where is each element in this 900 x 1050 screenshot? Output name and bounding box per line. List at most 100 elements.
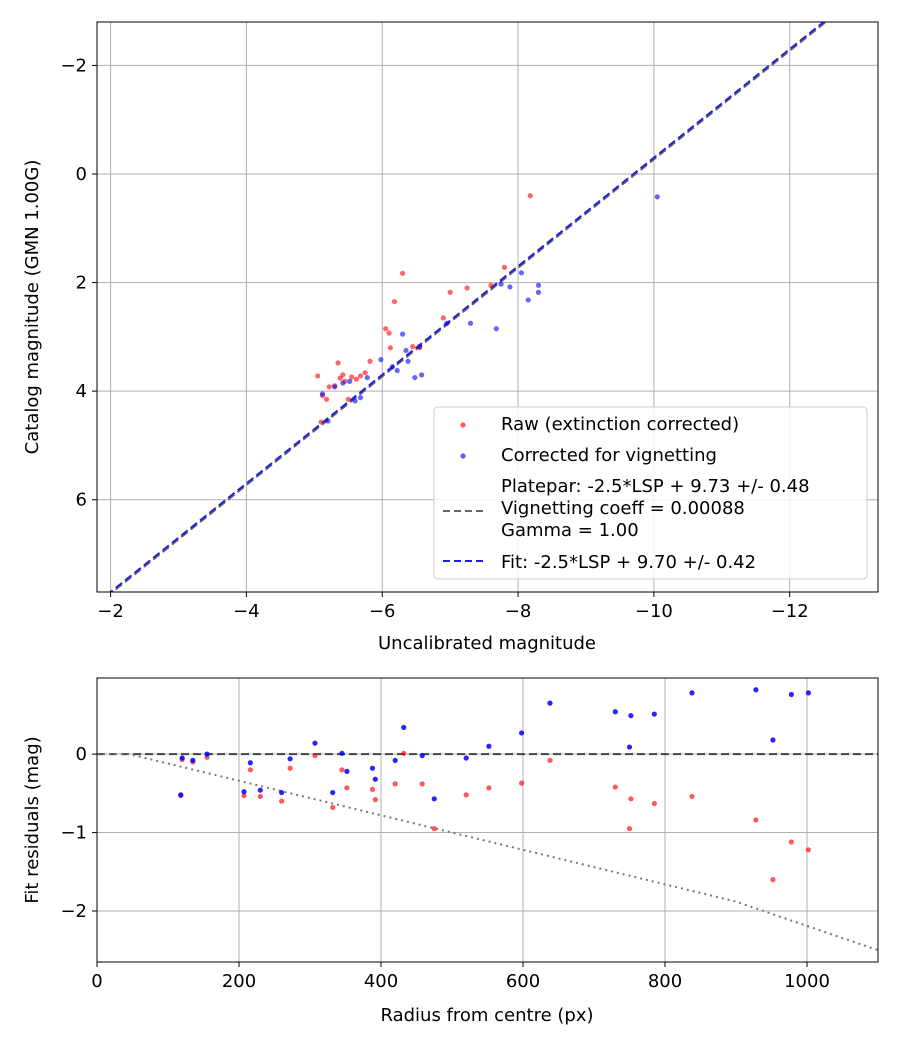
top-y-tick-label: 0 [76,164,87,185]
corrected-residual-point [753,687,759,693]
bottom-plot-frame [96,677,879,963]
bottom-x-tick-label: 0 [91,971,102,992]
corrected-residual-point [344,768,350,774]
raw-data-point [501,264,508,270]
corrected-data-point [405,358,411,364]
raw-residual-point [463,792,469,798]
corrected-residual-point [626,744,633,750]
corrected-residual-point [651,711,657,717]
corrected-data-point [493,326,499,332]
bottom-x-tick-label: 200 [222,971,256,992]
top-x-axis-label: Uncalibrated magnitude [378,633,596,654]
corrected-data-point [325,418,331,424]
raw-data-point [318,419,324,425]
raw-data-point [400,270,406,276]
raw-residual-point [651,800,657,807]
raw-data-point [488,282,494,288]
raw-data-point [345,396,351,402]
corrected-residual-point [204,751,210,757]
top-x-tick-label: −4 [233,601,260,622]
legend-corrected-label: Corrected for vignetting [501,445,717,466]
corrected-data-point [394,367,400,374]
raw-data-point [464,285,470,291]
raw-data-point [315,373,321,379]
top-x-tick-label: −12 [771,601,809,622]
corrected-data-point [352,398,358,404]
corrected-data-point [507,284,513,290]
top-x-tick-label: −6 [369,601,396,622]
raw-data-point [362,370,368,376]
raw-data-point [357,373,364,379]
corrected-data-point [319,391,326,397]
corrected-residual-point [419,753,425,759]
platepar-fit-line [111,22,828,592]
corrected-data-point [364,374,370,381]
bottom-y-tick-label: −2 [60,901,87,922]
corrected-data-point [654,194,660,200]
corrected-data-point [332,384,338,390]
raw-residual-point [770,877,776,883]
corrected-residual-point [287,756,293,762]
corrected-residual-point [330,789,336,796]
raw-data-point [447,289,453,295]
top-y-tick-label: −2 [60,55,87,76]
bottom-x-tick-label: 800 [648,971,682,992]
corrected-data-point [416,344,423,350]
corrected-residual-point [339,750,345,756]
corrected-residual-point [689,690,695,696]
top-x-tick-label: −10 [635,601,673,622]
corrected-data-point [400,331,406,337]
raw-residual-point [431,826,437,832]
corrected-residual-point [241,789,247,795]
corrected-residual-point [312,740,318,746]
raw-data-point [391,298,398,305]
raw-residual-point [805,847,812,853]
raw-residual-point [547,757,553,763]
corrected-residual-point [279,789,285,796]
bottom-scatter-points [178,687,812,883]
corrected-residual-point [518,730,525,736]
corrected-data-point [535,289,542,295]
raw-residual-point [257,793,263,800]
magnitude-calibration-plot: −2 −4 −6 −8 −10 −12 −2 0 2 4 6 Uncalibrated magnit… [22,21,879,654]
raw-residual-point [312,753,318,759]
corrected-residual-point [392,757,398,763]
raw-residual-point [612,784,618,790]
corrected-data-point [498,281,504,287]
corrected-data-point [535,282,542,288]
corrected-residual-point [372,776,378,782]
top-y-tick-label: 2 [76,273,87,294]
bottom-y-axis-label: Fit residuals (mag) [22,736,43,903]
bottom-plot-area [97,678,878,962]
bottom-x-tick-label: 600 [506,971,540,992]
residuals-plot: 0 200 400 600 800 1000 −2 −1 0 Radius from centr… [22,677,879,1026]
raw-residual-point [626,826,633,832]
raw-data-point [323,396,330,402]
raw-data-point [349,374,355,380]
raw-data-point [410,344,416,350]
legend-corrected-marker [460,453,466,459]
bottom-x-tick-label: 400 [364,971,398,992]
raw-residual-point [486,785,492,791]
raw-residual-point [788,839,794,845]
raw-data-point [527,193,533,199]
corrected-residual-point [431,796,437,802]
calibration-fit-line [108,22,826,592]
raw-data-point [353,376,360,382]
legend-platepar-line-text: Vignetting coeff = 0.00088 [501,498,745,519]
legend-box [433,406,868,580]
raw-data-point [335,360,341,366]
legend-raw-label: Raw (extinction corrected) [501,414,739,435]
legend-fit-label: Fit: -2.5*LSP + 9.70 +/- 0.42 [501,552,756,573]
corrected-residual-point [369,765,376,771]
corrected-data-point [357,395,364,401]
corrected-data-point [412,374,418,381]
raw-residual-point [369,786,376,793]
raw-residual-point [287,765,293,771]
corrected-residual-point [179,755,185,761]
corrected-residual-point [401,724,407,731]
corrected-data-point [525,297,531,303]
bottom-axis-ticks: 0 200 400 600 800 1000 −2 −1 0 [60,744,829,992]
raw-data-point [340,372,346,378]
